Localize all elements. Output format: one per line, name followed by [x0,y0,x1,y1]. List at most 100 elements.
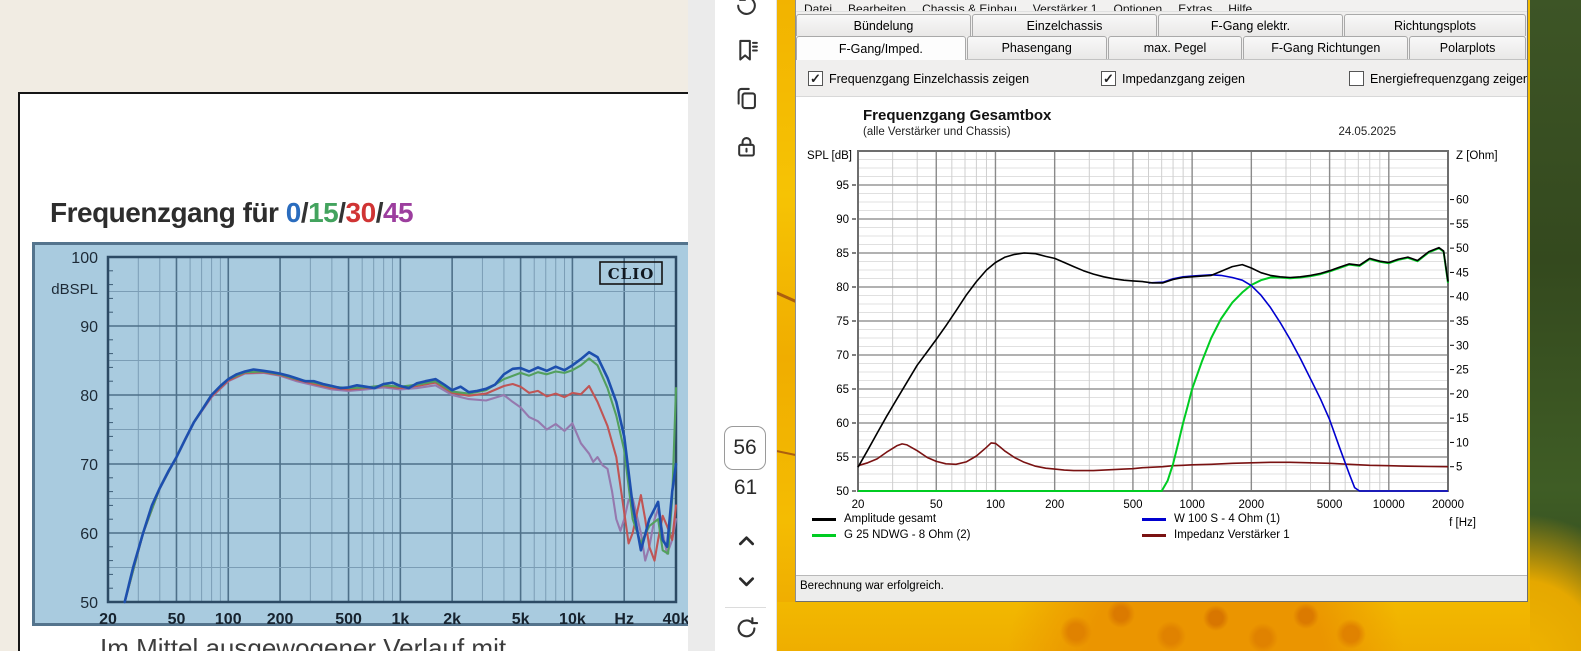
toolbar-divider [725,607,766,608]
legend-item-amplitude-gesamt: Amplitude gesamt [812,513,1142,525]
svg-text:80: 80 [836,282,849,294]
svg-text:50: 50 [930,499,943,511]
clio-series-0-Grad [123,350,678,604]
title-angle-30: 30 [345,197,377,228]
boxsim-grid [857,151,1449,491]
svg-text:100: 100 [71,250,98,267]
svg-text:5000: 5000 [1317,499,1343,511]
title-angle-15: 15 [308,197,339,228]
svg-text:Hz: Hz [614,611,634,626]
svg-text:1000: 1000 [1179,499,1205,511]
svg-text:500: 500 [335,611,362,626]
legend-swatch [1142,517,1166,521]
chart-legend: Amplitude gesamt W 100 S - 4 Ohm (1) G 25 … [812,513,1290,541]
checkbox-mark [1349,71,1364,86]
svg-text:200: 200 [1045,499,1064,511]
page-number-value: 56 [733,436,757,459]
menu-bar: Datei Bearbeiten Chassis & Einbau Verstärke… [796,0,1527,12]
chart-title: Frequenzgang Gesamtbox [863,107,1052,124]
article-card: Frequenzgang für 0/15/30/45 100 90 80 70 60 5… [18,92,698,651]
svg-text:55: 55 [1456,219,1469,231]
tab-b-ndelung[interactable]: Bündelung [796,14,971,36]
article-body: Im Mittel ausgewogener Verlauf mit Beton… [100,630,700,651]
svg-text:70: 70 [836,350,849,362]
title-angle-0: 0 [285,197,302,228]
viewer-gutter [688,0,715,651]
svg-text:50: 50 [836,486,849,498]
wallpaper-right [1530,0,1581,651]
svg-text:30: 30 [1456,340,1469,352]
tab-phasengang[interactable]: Phasengang [966,36,1107,59]
status-bar: Berechnung war erfolgreich. [796,575,1527,601]
page-number-input[interactable]: 56 [724,426,766,470]
chart-date: 24.05.2025 [1338,126,1396,138]
checkbox-impedanzgang-zeigen[interactable]: ✓ Impedanzgang zeigen [1101,71,1245,86]
tab-polarplots[interactable]: Polarplots [1409,36,1526,59]
legend-swatch [812,533,836,537]
refresh-icon[interactable] [733,615,760,642]
copy-icon[interactable] [733,85,760,112]
svg-text:15: 15 [1456,413,1469,425]
legend-label: W 100 S - 4 Ohm (1) [1174,513,1281,525]
legend-label: G 25 NDWG - 8 Ohm (2) [844,529,971,541]
lock-icon[interactable] [733,133,760,160]
clio-chart: 100 90 80 70 60 50 dBSPL 20 50 100 200 500 1k 2k 5k 10k… [32,242,698,626]
boxsim-chart-panel: Frequenzgang Gesamtbox (alle Verstärker … [796,96,1527,576]
menu-item-extras[interactable]: Extras [1178,2,1213,12]
checkbox-frequenzgang-einzelchassis-zeigen[interactable]: ✓ Frequenzgang Einzelchassis zeigen [808,71,1029,86]
svg-text:70: 70 [80,457,98,474]
svg-text:90: 90 [80,319,98,336]
wallpaper-bottom [776,602,1530,651]
tab-richtungsplots[interactable]: Richtungsplots [1344,14,1526,36]
menu-item-chassis-einbau[interactable]: Chassis & Einbau [922,2,1017,12]
title-prefix: Frequenzgang für [50,197,286,228]
svg-text:60: 60 [836,418,849,430]
legend-label: Impedanz Verstärker 1 [1174,529,1290,541]
legend-item-g-25-ndwg-8-ohm-2-: G 25 NDWG - 8 Ohm (2) [812,529,1142,541]
history-icon[interactable] [733,0,760,18]
pdf-toolbar: 56 61 [715,0,777,651]
page-down-icon[interactable] [733,568,760,595]
svg-text:2000: 2000 [1239,499,1265,511]
svg-text:20: 20 [852,499,865,511]
boxsim-series-G-25-NDWG---8-Ohm-(2) [858,247,1449,492]
svg-text:10k: 10k [559,611,586,626]
tab-f-gang-imped-[interactable]: F-Gang/Imped. [796,36,966,60]
svg-text:20000: 20000 [1432,499,1464,511]
title-angles: 0/15/30/45 [285,197,414,228]
wallpaper-strip [772,0,802,651]
legend-swatch [1142,533,1166,537]
checkbox-energiefrequenzgang-zeigen[interactable]: Energiefrequenzgang zeigen [1349,71,1527,86]
svg-text:100: 100 [215,611,242,626]
svg-text:500: 500 [1123,499,1142,511]
menu-item-verst-rker-1[interactable]: Verstärker 1 [1032,2,1098,12]
svg-text:50: 50 [168,611,186,626]
svg-text:85: 85 [836,248,849,260]
menu-item-optionen[interactable]: Optionen [1113,2,1163,12]
svg-text:80: 80 [80,388,98,405]
tab-max-pegel[interactable]: max. Pegel [1107,36,1243,59]
menu-item-hilfe[interactable]: Hilfe [1228,2,1253,12]
tab-einzelchassis[interactable]: Einzelchassis [972,14,1157,36]
svg-text:100: 100 [986,499,1005,511]
menu-item-bearbeiten[interactable]: Bearbeiten [848,2,907,12]
svg-text:20: 20 [1456,389,1469,401]
chart-subtitle: (alle Verstärker und Chassis) [863,126,1011,138]
svg-text:60: 60 [80,526,98,543]
menu-item-datei[interactable]: Datei [804,2,833,12]
bookmark-icon[interactable] [733,37,760,64]
tab-f-gang-richtungen[interactable]: F-Gang Richtungen [1243,36,1409,59]
svg-text:55: 55 [836,452,849,464]
svg-text:dBSPL: dBSPL [51,281,98,298]
svg-text:45: 45 [1456,267,1469,279]
page-up-icon[interactable] [733,527,760,554]
checkbox-row: ✓ Frequenzgang Einzelchassis zeigen ✓ Imped… [796,60,1527,99]
tab-f-gang-elektr-[interactable]: F-Gang elektr. [1158,14,1343,36]
checkbox-label: Impedanzgang zeigen [1122,71,1246,86]
title-separator: / [375,197,384,228]
svg-text:90: 90 [836,214,849,226]
legend-item-impedanz-verst-rker-1: Impedanz Verstärker 1 [1142,529,1290,541]
